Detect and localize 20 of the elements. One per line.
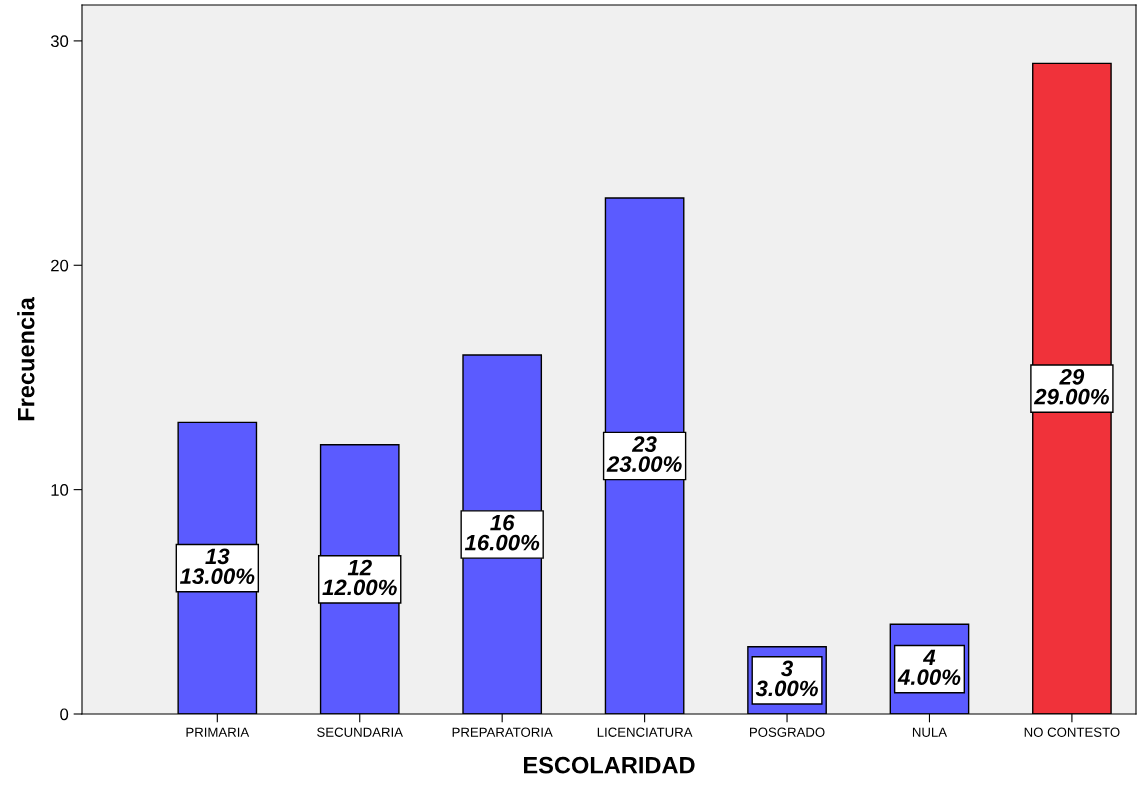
data-label: 4 4.00% [897,649,961,686]
x-tick-label: SECUNDARIA [317,727,403,737]
data-label: 23 23.00% [606,436,682,472]
y-tick-label: 0 [60,708,69,721]
x-tick-label: NULA [912,727,948,737]
x-tick-label: PRIMARIA [186,727,250,737]
x-tick-label: LICENCIATURA [597,727,693,737]
data-label: 3 3.00% [755,660,818,697]
data-label: 13 13.00% [179,548,255,585]
data-label: 29 29.00% [1033,368,1109,405]
x-tick-label: PREPARATORIA [452,727,553,737]
y-tick-label: 20 [51,259,69,272]
data-label: 16 16.00% [464,514,540,551]
x-axis-title: ESCOLARIDAD [524,756,695,774]
y-tick-label: 10 [51,484,69,496]
data-label: 12 12.00% [322,559,397,596]
y-tick-label: 30 [50,35,69,48]
x-tick-label: POSGRADO [750,727,825,737]
y-axis-title: Frecuencia [17,297,35,421]
x-tick-label: NO CONTESTO [1024,727,1120,737]
